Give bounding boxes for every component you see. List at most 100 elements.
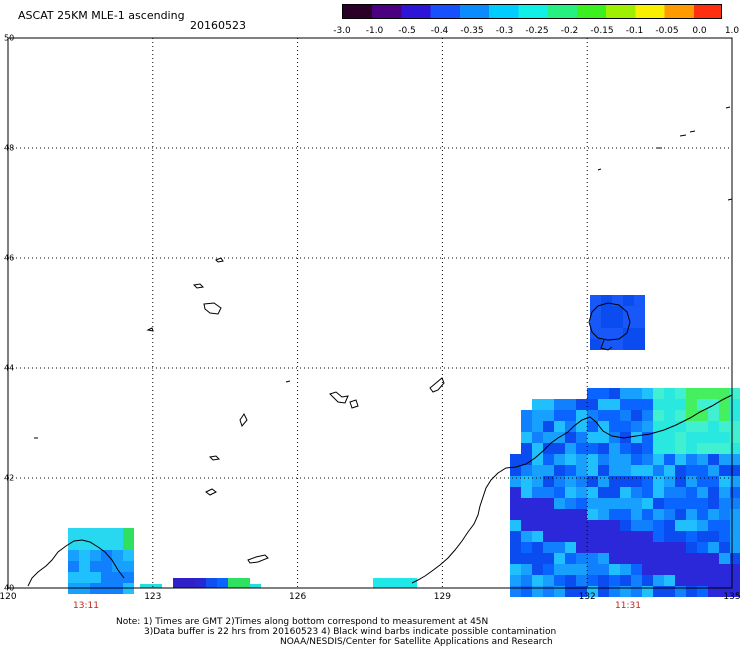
wind-cell bbox=[590, 328, 601, 339]
wind-cell bbox=[642, 498, 653, 509]
wind-cell bbox=[653, 421, 664, 432]
product-date: 20160523 bbox=[190, 19, 246, 32]
wind-cell bbox=[708, 498, 719, 509]
wind-cell bbox=[609, 586, 620, 597]
wind-cell bbox=[719, 575, 730, 586]
wind-cell bbox=[384, 578, 395, 588]
wind-cell bbox=[521, 509, 532, 520]
wind-cell bbox=[686, 465, 697, 476]
wind-cell bbox=[151, 584, 162, 588]
wind-cell bbox=[609, 564, 620, 575]
wind-cell bbox=[653, 509, 664, 520]
wind-cell bbox=[708, 586, 719, 597]
wind-cell bbox=[609, 531, 620, 542]
wind-cell bbox=[719, 399, 730, 410]
wind-cell bbox=[686, 575, 697, 586]
wind-cell bbox=[664, 421, 675, 432]
wind-cell bbox=[587, 432, 598, 443]
wind-cell bbox=[598, 564, 609, 575]
wind-cell bbox=[576, 465, 587, 476]
wind-cell bbox=[609, 399, 620, 410]
wind-cell bbox=[653, 465, 664, 476]
wind-cell bbox=[598, 531, 609, 542]
colorbar-tick-label: -0.1 bbox=[625, 26, 644, 36]
wind-cell bbox=[123, 528, 134, 539]
wind-cell bbox=[730, 432, 740, 443]
wind-cell bbox=[631, 465, 642, 476]
wind-cell bbox=[719, 509, 730, 520]
wind-cell bbox=[697, 443, 708, 454]
wind-cell bbox=[642, 553, 653, 564]
wind-cell bbox=[590, 306, 601, 317]
wind-cell bbox=[510, 531, 521, 542]
latitude-label: 40 bbox=[4, 583, 15, 593]
wind-cell bbox=[708, 421, 719, 432]
wind-cell bbox=[598, 520, 609, 531]
wind-cell bbox=[554, 520, 565, 531]
wind-cell bbox=[730, 399, 740, 410]
wind-cell bbox=[697, 410, 708, 421]
wind-cell bbox=[565, 531, 576, 542]
wind-cell bbox=[642, 531, 653, 542]
wind-cell bbox=[631, 498, 642, 509]
colorbar-tick-label: -0.15 bbox=[590, 26, 614, 36]
wind-cell bbox=[123, 561, 134, 572]
wind-cell bbox=[612, 328, 623, 339]
wind-cell bbox=[510, 520, 521, 531]
wind-cell bbox=[664, 498, 675, 509]
wind-cell bbox=[565, 465, 576, 476]
wind-cell bbox=[620, 520, 631, 531]
wind-cell bbox=[697, 509, 708, 520]
wind-cell bbox=[532, 542, 543, 553]
wind-cell bbox=[675, 388, 686, 399]
wind-cell bbox=[686, 443, 697, 454]
wind-cell bbox=[123, 550, 134, 561]
wind-cell bbox=[601, 306, 612, 317]
wind-cell bbox=[510, 564, 521, 575]
wind-cell bbox=[620, 531, 631, 542]
latitude-label: 48 bbox=[4, 143, 15, 153]
wind-cell bbox=[708, 454, 719, 465]
wind-cell bbox=[554, 476, 565, 487]
coastline-mainland bbox=[411, 394, 733, 584]
wind-cell bbox=[730, 454, 740, 465]
wind-cell bbox=[565, 421, 576, 432]
wind-cell bbox=[543, 509, 554, 520]
wind-cell bbox=[708, 432, 719, 443]
wind-cell bbox=[686, 454, 697, 465]
wind-cell bbox=[686, 388, 697, 399]
wind-cell bbox=[675, 575, 686, 586]
wind-cell bbox=[653, 564, 664, 575]
wind-cell bbox=[642, 520, 653, 531]
wind-cell bbox=[79, 539, 90, 550]
wind-cell bbox=[565, 586, 576, 597]
wind-cell bbox=[521, 498, 532, 509]
wind-cell bbox=[609, 575, 620, 586]
longitude-label: 132 bbox=[578, 592, 596, 602]
wind-cell bbox=[554, 553, 565, 564]
wind-cell bbox=[697, 399, 708, 410]
wind-cell bbox=[697, 487, 708, 498]
wind-cell bbox=[554, 498, 565, 509]
colorbar-tick-label: -0.35 bbox=[460, 26, 484, 36]
wind-cell bbox=[675, 476, 686, 487]
wind-cell bbox=[631, 553, 642, 564]
coastline-island bbox=[588, 302, 631, 351]
wind-cell bbox=[719, 542, 730, 553]
wind-cell bbox=[708, 410, 719, 421]
wind-cell bbox=[697, 421, 708, 432]
wind-cell bbox=[609, 498, 620, 509]
latitude-label: 46 bbox=[4, 253, 15, 263]
wind-cell bbox=[510, 498, 521, 509]
wind-cell bbox=[532, 487, 543, 498]
latitude-label: 50 bbox=[4, 33, 15, 43]
coastline-lake-6 bbox=[205, 488, 217, 496]
wind-cell bbox=[634, 328, 645, 339]
wind-cell bbox=[587, 443, 598, 454]
wind-cell bbox=[565, 498, 576, 509]
wind-cell bbox=[184, 578, 195, 588]
wind-cell bbox=[653, 476, 664, 487]
wind-cell bbox=[228, 578, 239, 588]
wind-cell bbox=[609, 410, 620, 421]
wind-cell bbox=[719, 454, 730, 465]
